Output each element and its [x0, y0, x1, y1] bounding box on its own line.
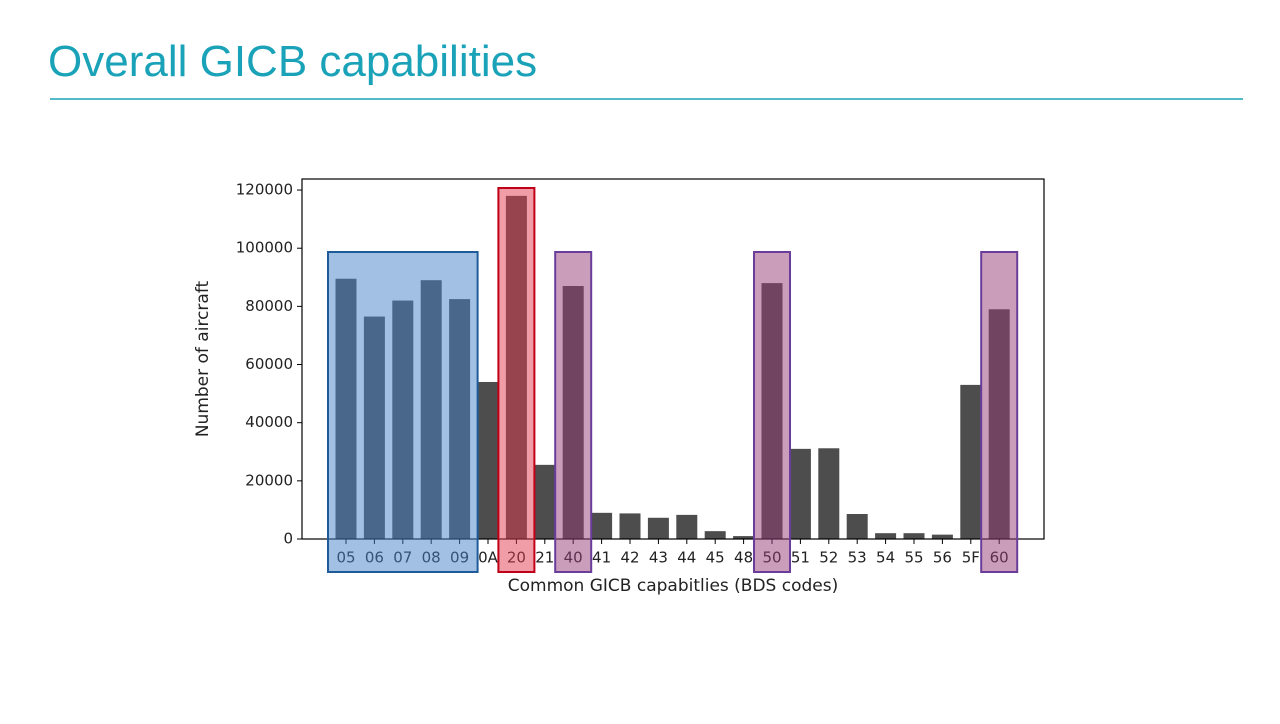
chart: 0200004000060000800001000001200000506070… — [193, 178, 1045, 596]
bar — [875, 533, 897, 539]
x-tick-label: 44 — [677, 549, 696, 567]
y-tick-label: 80000 — [245, 297, 293, 315]
x-tick-label: 41 — [592, 549, 611, 567]
x-tick-label: 52 — [819, 549, 838, 567]
bar — [619, 513, 641, 539]
bar — [591, 512, 613, 539]
y-axis-label: Number of aircraft — [193, 281, 213, 438]
slide-title: Overall GICB capabilities — [48, 37, 537, 86]
y-tick-label: 20000 — [245, 471, 293, 489]
bar — [477, 381, 499, 539]
y-tick-label: 0 — [283, 530, 293, 548]
x-axis-label: Common GICB capabitlies (BDS codes) — [508, 576, 838, 596]
y-tick-label: 120000 — [236, 181, 293, 199]
x-tick-label: 56 — [933, 549, 952, 567]
bar — [704, 531, 726, 539]
bar — [676, 514, 698, 539]
bar — [903, 533, 925, 539]
y-tick-label: 100000 — [236, 239, 293, 257]
highlight-box — [980, 251, 1019, 573]
bar — [931, 534, 953, 539]
bar — [960, 384, 982, 539]
highlight-box — [497, 187, 536, 573]
x-tick-label: 54 — [876, 549, 895, 567]
x-tick-label: 0A — [478, 549, 499, 567]
x-tick-label: 48 — [734, 549, 753, 567]
x-tick-label: 42 — [620, 549, 639, 567]
x-tick-label: 43 — [649, 549, 668, 567]
bar — [846, 513, 868, 539]
bar — [647, 517, 669, 539]
x-tick-label: 53 — [848, 549, 867, 567]
x-tick-label: 5F — [962, 549, 980, 567]
bar — [534, 464, 556, 539]
plot-frame — [301, 178, 1045, 540]
x-tick-label: 21 — [535, 549, 554, 567]
x-tick-label: 51 — [791, 549, 810, 567]
y-tick-label: 60000 — [245, 355, 293, 373]
bar — [733, 536, 755, 539]
bar — [818, 448, 840, 539]
y-tick-label: 40000 — [245, 413, 293, 431]
x-tick-label: 45 — [706, 549, 725, 567]
x-tick-label: 55 — [904, 549, 923, 567]
bar — [789, 448, 811, 539]
highlight-box — [327, 251, 479, 573]
highlight-box — [554, 251, 593, 573]
highlight-box — [753, 251, 791, 573]
